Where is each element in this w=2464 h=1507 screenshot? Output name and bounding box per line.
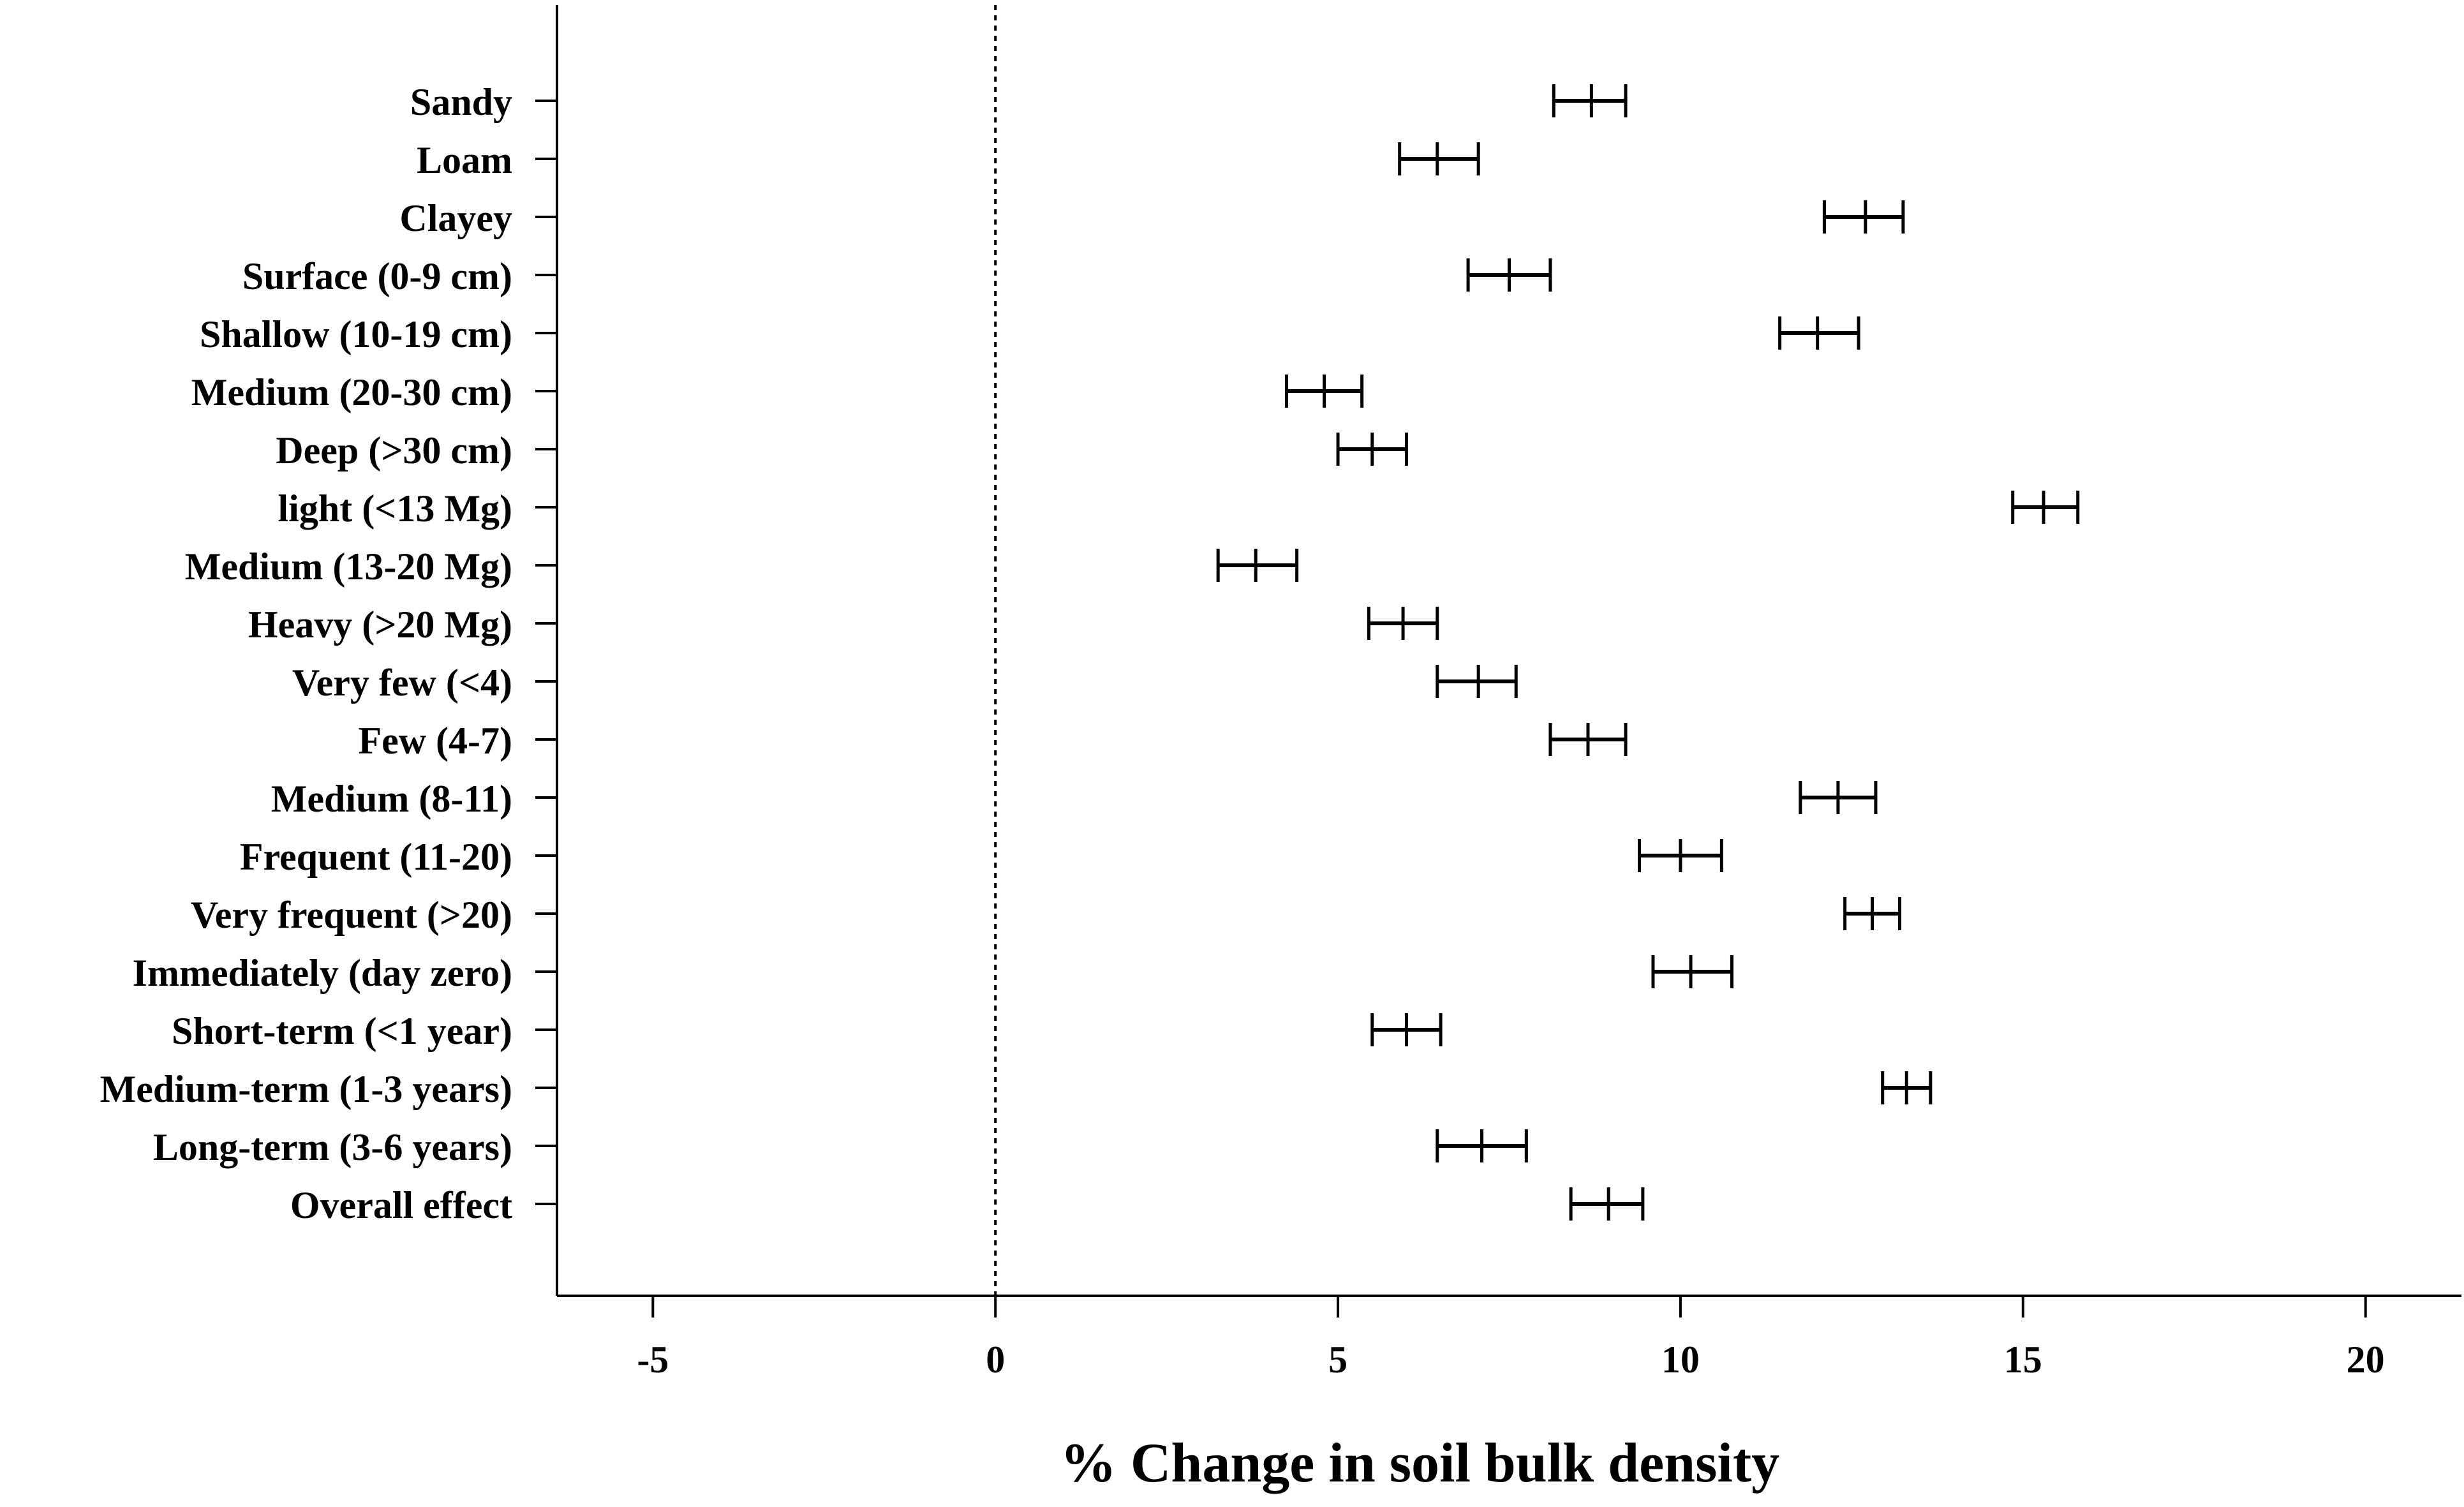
x-tick-label: 15 (2004, 1339, 2042, 1381)
y-tick-label: Medium (20-30 cm) (191, 371, 512, 413)
y-tick-label: Overall effect (290, 1184, 512, 1226)
y-tick-label: light (<13 Mg) (278, 487, 512, 530)
x-tick-label: 5 (1328, 1339, 1347, 1381)
x-tick-group: -5 0 5 10 15 20 (637, 1296, 2385, 1381)
y-tick-label: Short-term (<1 year) (172, 1010, 512, 1052)
y-tick-label: Frequent (11-20) (240, 836, 512, 878)
forest-row (1285, 375, 1364, 408)
forest-row (1778, 316, 1860, 350)
y-tick-label: Few (4-7) (358, 720, 512, 762)
y-tick-label: Very frequent (>20) (191, 894, 512, 936)
y-tick-label: Deep (>30 cm) (276, 429, 512, 471)
forest-row (1651, 955, 1733, 988)
y-tick-label: Clayey (399, 197, 512, 239)
y-tick-label: Medium (8-11) (271, 778, 512, 820)
forest-row (1336, 433, 1408, 466)
forest-row (1638, 839, 1723, 872)
forest-row (1436, 665, 1518, 698)
forest-row (1843, 897, 1902, 930)
y-tick-label: Loam (417, 139, 512, 181)
forest-row (1216, 549, 1299, 582)
x-tick-label: 20 (2347, 1339, 2385, 1381)
forest-row (1548, 723, 1628, 756)
forest-row (1552, 84, 1628, 117)
forest-row (1367, 607, 1439, 640)
x-tick-label: -5 (637, 1339, 669, 1381)
y-tick-label: Surface (0-9 cm) (242, 255, 512, 297)
forest-row (1569, 1187, 1645, 1221)
y-tick-label: Medium (13-20 Mg) (185, 546, 512, 588)
forest-row (1370, 1013, 1443, 1046)
y-tick-labels: Sandy Loam Clayey Surface (0-9 cm) Shallow (… (100, 81, 557, 1226)
forest-row (1822, 200, 1905, 234)
forest-row (1436, 1129, 1528, 1162)
y-tick-label: Very few (<4) (292, 662, 512, 704)
forest-rows (1216, 84, 2080, 1221)
y-tick-label: Shallow (10-19 cm) (200, 313, 512, 355)
y-tick-label: Heavy (>20 Mg) (248, 604, 512, 646)
forest-row (2011, 491, 2080, 524)
forest-row (1466, 258, 1552, 292)
x-tick-label: 0 (986, 1339, 1005, 1381)
y-tick-label: Medium-term (1-3 years) (100, 1068, 512, 1110)
plot-frame (556, 5, 2461, 1297)
y-tick-label: Long-term (3-6 years) (153, 1126, 512, 1168)
y-tick-label: Sandy (410, 81, 512, 123)
forest-row (1398, 142, 1480, 175)
forest-row (1881, 1071, 1933, 1104)
y-tick-label: Immediately (day zero) (133, 952, 512, 994)
forest-row (1799, 781, 1878, 814)
x-axis-title: % Change in soil bulk density (1060, 1432, 1779, 1494)
x-tick-label: 10 (1661, 1339, 1700, 1381)
